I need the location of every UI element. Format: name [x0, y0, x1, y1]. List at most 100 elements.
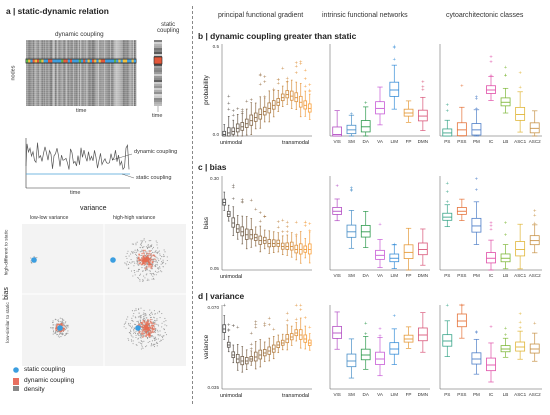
xtick-b-2-4: LB	[503, 139, 509, 144]
svg-text:+: +	[421, 79, 425, 85]
xtick-b-1-1: SM	[348, 139, 355, 144]
svg-text:+: +	[231, 196, 235, 202]
svg-text:+: +	[227, 107, 231, 113]
svg-text:+: +	[294, 70, 298, 76]
xtick-c-1-1: SM	[348, 273, 355, 278]
svg-text:+: +	[299, 303, 303, 309]
svg-text:+: +	[258, 210, 262, 216]
xtick-d-2-0: PS	[444, 392, 450, 397]
box-b-0-19: +++	[308, 82, 312, 120]
legend-static: static coupling	[24, 366, 66, 373]
box-d-1-0	[332, 311, 342, 350]
xtick-c-1-4: LIM	[390, 273, 398, 278]
panel-a-title: a | static-dynamic relation	[6, 6, 109, 16]
xtick-d-1-3: VA	[377, 392, 384, 397]
svg-text:+: +	[350, 111, 354, 117]
box-d-0-13	[280, 333, 285, 351]
svg-text:+: +	[231, 185, 235, 191]
box-c-0-1	[226, 204, 231, 222]
box-b-0-14: ++	[285, 75, 289, 105]
ytick-top-c: 0.30	[210, 176, 219, 181]
box-b-0-0	[222, 124, 227, 137]
svg-text:+: +	[445, 303, 449, 309]
svg-text:+: +	[249, 346, 253, 352]
svg-text:+: +	[249, 198, 253, 204]
xtick-b-2-6: ASC2	[529, 139, 541, 144]
box-d-0-4	[240, 346, 245, 373]
svg-text:+: +	[303, 84, 307, 90]
box-d-0-0: +	[222, 303, 226, 340]
svg-text:+: +	[364, 321, 368, 327]
svg-text:+: +	[392, 242, 396, 248]
svg-text:+: +	[350, 185, 354, 191]
svg-text:+: +	[533, 320, 537, 326]
box-b-0-8: +++	[258, 71, 262, 129]
svg-text:+: +	[276, 219, 280, 225]
box-c-2-3: +++	[486, 220, 496, 271]
box-b-2-2: +++	[471, 94, 482, 137]
xtick-d-2-4: LB	[503, 392, 509, 397]
xtick-b-2-5: ASC1	[514, 139, 526, 144]
box-b-2-3: +++	[486, 54, 496, 101]
xtick-d-1-6: DMN	[418, 392, 428, 397]
xtick-d-2-2: PM	[473, 392, 480, 397]
box-c-0-11	[271, 231, 276, 254]
svg-text:+: +	[364, 331, 368, 337]
ytick-bot-c: 0.05	[210, 266, 219, 271]
svg-text:+: +	[227, 101, 231, 107]
box-d-0-14: ++	[285, 311, 289, 351]
legend-density: density	[24, 386, 45, 393]
col-header-networks: intrinsic functional networks	[322, 12, 408, 19]
svg-text:+: +	[227, 93, 231, 99]
svg-text:+: +	[236, 106, 240, 112]
svg-text:+: +	[504, 332, 508, 338]
box-c-0-10	[267, 230, 272, 254]
box-b-0-3: +	[236, 106, 240, 137]
xlabel-unimodal-c: unimodal	[220, 274, 242, 280]
svg-text:+: +	[445, 189, 449, 195]
svg-text:+: +	[258, 219, 262, 225]
svg-text:+: +	[504, 72, 508, 78]
svg-text:+: +	[263, 214, 267, 220]
box-d-0-18: +	[303, 315, 307, 350]
box-b-0-16: +++	[294, 60, 298, 111]
svg-text:+: +	[222, 303, 226, 309]
box-c-0-17	[298, 231, 303, 264]
svg-text:+: +	[285, 224, 289, 230]
box-b-0-2: ++	[231, 108, 235, 137]
box-b-0-5: +	[245, 99, 249, 136]
svg-text:+: +	[294, 220, 298, 226]
xtick-c-1-3: VA	[377, 273, 384, 278]
box-c-0-0	[222, 191, 227, 211]
box-b-0-18: + + +	[303, 67, 307, 117]
xtick-c-2-0: PS	[444, 273, 450, 278]
box-d-2-1: ++	[456, 303, 467, 339]
svg-text:+: +	[299, 61, 303, 67]
trace-dynamic-label: dynamic coupling	[134, 149, 178, 155]
box-c-0-16: ++	[294, 220, 298, 261]
svg-text:+: +	[308, 324, 312, 330]
box-b-0-12: +++	[276, 77, 280, 112]
box-d-0-1: +++	[227, 322, 231, 353]
svg-text:+: +	[227, 322, 231, 328]
xtick-d-1-5: FP	[406, 392, 412, 397]
svg-text:+: +	[240, 109, 244, 115]
box-c-0-15	[289, 232, 294, 258]
static-point-tl	[31, 257, 37, 263]
legend-dynamic: dynamic coupling	[24, 377, 75, 384]
svg-text:+: +	[421, 87, 425, 93]
svg-text:+: +	[504, 325, 508, 331]
box-b-0-9: +++	[263, 74, 267, 123]
box-b-0-11: +	[272, 86, 276, 118]
xtick-b-2-3: IC	[489, 139, 494, 144]
box-c-0-18: +++	[303, 219, 307, 259]
box-c-2-1	[456, 198, 467, 221]
svg-text:+: +	[249, 97, 253, 103]
svg-text:+: +	[335, 183, 339, 189]
box-c-0-4: +++	[240, 197, 244, 245]
svg-text:+: +	[308, 82, 312, 88]
panel-a-legend	[13, 367, 19, 391]
ylabel-c: bias	[203, 216, 210, 229]
box-d-1-6	[418, 312, 428, 353]
svg-text:+: +	[267, 322, 271, 328]
